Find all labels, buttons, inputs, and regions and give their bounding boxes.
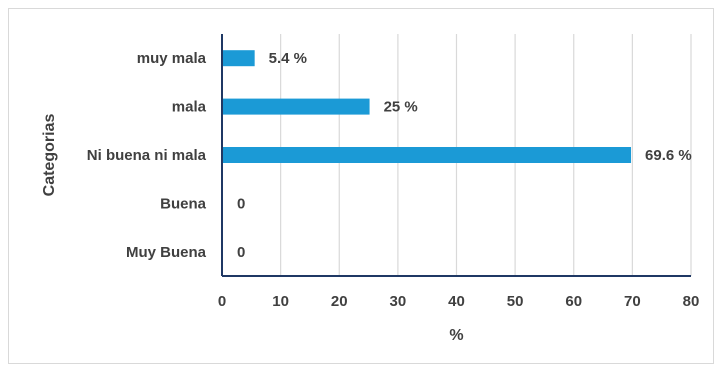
- data-labels: 5.4 % 25 % 69.6 % 0 0: [237, 50, 692, 261]
- bars: [223, 50, 632, 163]
- category-label: Muy Buena: [126, 244, 207, 261]
- data-label: 69.6 %: [645, 147, 692, 164]
- x-axis-title: %: [449, 327, 463, 344]
- x-tick-label: 40: [448, 293, 465, 310]
- category-label: Buena: [160, 195, 207, 212]
- x-tick-label: 30: [390, 293, 407, 310]
- bar: [223, 98, 370, 115]
- category-label: mala: [172, 99, 207, 116]
- category-label: muy mala: [137, 50, 207, 67]
- x-tick-label: 70: [624, 293, 641, 310]
- bar: [223, 50, 255, 67]
- x-tick-label: 10: [272, 293, 289, 310]
- x-tick-labels: 0 10 20 30 40 50 60 70 80: [218, 293, 700, 310]
- chart-frame: [8, 8, 714, 364]
- x-tick-label: 0: [218, 293, 226, 310]
- bar: [223, 147, 632, 163]
- category-labels: muy mala mala Ni buena ni mala Buena Muy Bue…: [87, 50, 207, 261]
- y-axis-title: Categorias: [41, 114, 58, 197]
- data-label: 0: [237, 195, 245, 212]
- data-label: 5.4 %: [269, 50, 307, 67]
- x-tick-label: 20: [331, 293, 348, 310]
- x-tick-label: 60: [565, 293, 582, 310]
- x-tick-label: 80: [683, 293, 700, 310]
- data-label: 0: [237, 244, 245, 261]
- category-label: Ni buena ni mala: [87, 147, 207, 164]
- x-tick-label: 50: [507, 293, 524, 310]
- data-label: 25 %: [384, 99, 418, 116]
